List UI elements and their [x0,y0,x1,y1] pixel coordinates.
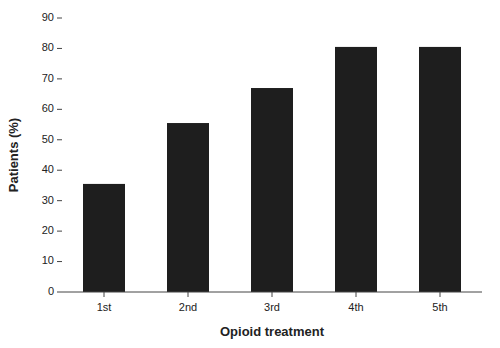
y-tick [57,18,62,19]
x-tick [440,292,441,297]
y-tick-label: 10 [42,254,54,266]
bar [251,88,293,292]
y-axis: 0 10 20 30 40 50 60 70 80 90 [42,11,62,297]
y-axis-label: Patients (%) [6,118,21,192]
bar [419,47,461,292]
bar [83,184,125,292]
y-tick-label: 70 [42,72,54,84]
x-tick-label: 3rd [264,301,280,313]
x-tick-label: 1st [97,301,112,313]
y-tick-label: 90 [42,11,54,23]
x-tick [188,292,189,297]
x-tick [356,292,357,297]
y-tick [57,170,62,171]
y-tick [57,292,62,293]
x-axis: 1st 2nd 3rd 4th 5th [62,292,482,313]
x-tick [104,292,105,297]
y-tick [57,200,62,201]
y-tick-label: 20 [42,224,54,236]
x-tick-label: 2nd [179,301,197,313]
y-tick-label: 0 [48,285,54,297]
chart-container: 0 10 20 30 40 50 60 70 80 90 1st 2nd 3rd 4th 5th Opioid… [0,0,500,348]
y-tick-label: 80 [42,41,54,53]
bars [83,47,461,292]
x-tick-label: 4th [348,301,363,313]
x-tick-label: 5th [432,301,447,313]
y-tick [57,48,62,49]
y-tick-label: 50 [42,133,54,145]
y-tick-label: 30 [42,194,54,206]
y-tick [57,109,62,110]
x-axis-label: Opioid treatment [220,324,325,339]
y-tick [57,78,62,79]
y-tick-label: 60 [42,102,54,114]
y-tick [57,231,62,232]
page: {"chart_data": {"type": "bar", "categori… [0,0,500,348]
bar [167,123,209,292]
y-tick [57,139,62,140]
x-tick [272,292,273,297]
y-tick [57,261,62,262]
y-tick-label: 40 [42,163,54,175]
bar [335,47,377,292]
chart-svg: 0 10 20 30 40 50 60 70 80 90 1st 2nd 3rd 4th 5th Opioid… [0,0,500,348]
